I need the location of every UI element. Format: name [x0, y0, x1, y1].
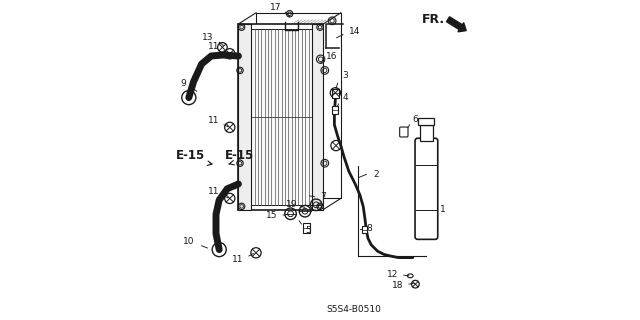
Text: E-15: E-15 [225, 149, 254, 162]
Text: 14: 14 [349, 27, 360, 36]
Text: 16: 16 [326, 52, 337, 61]
Bar [362, 226, 367, 233]
Bar [251, 29, 312, 205]
Text: 11: 11 [232, 255, 244, 264]
Text: 10: 10 [183, 237, 195, 246]
Bar [420, 125, 433, 141]
Text: E-15: E-15 [176, 149, 205, 162]
FancyBboxPatch shape [399, 127, 408, 137]
Bar [332, 89, 339, 98]
Text: 8: 8 [366, 224, 372, 233]
FancyBboxPatch shape [415, 138, 438, 239]
Bar [303, 223, 310, 233]
Text: FR.: FR. [422, 13, 445, 26]
Text: 11: 11 [208, 116, 219, 125]
Text: 6: 6 [413, 116, 419, 124]
Bar [239, 24, 323, 210]
Text: 2: 2 [374, 170, 380, 179]
Text: 7: 7 [320, 192, 326, 201]
Text: 3: 3 [342, 71, 348, 80]
Text: 17: 17 [270, 4, 282, 12]
Text: S5S4-B0510: S5S4-B0510 [326, 305, 381, 314]
Text: 11: 11 [208, 188, 219, 196]
Text: 11: 11 [208, 42, 219, 51]
Bar [333, 106, 339, 114]
Text: 9: 9 [180, 79, 186, 88]
Bar [239, 24, 251, 210]
Bar [419, 118, 435, 125]
Text: 12: 12 [387, 270, 398, 279]
Text: 13: 13 [202, 33, 214, 42]
Text: 1: 1 [440, 205, 446, 214]
Text: 4: 4 [342, 93, 348, 102]
Text: 5: 5 [306, 226, 311, 235]
Text: 18: 18 [392, 281, 404, 290]
Bar [312, 24, 323, 210]
Text: 15: 15 [266, 212, 278, 220]
FancyArrow shape [447, 17, 466, 32]
Text: 19: 19 [285, 200, 297, 209]
